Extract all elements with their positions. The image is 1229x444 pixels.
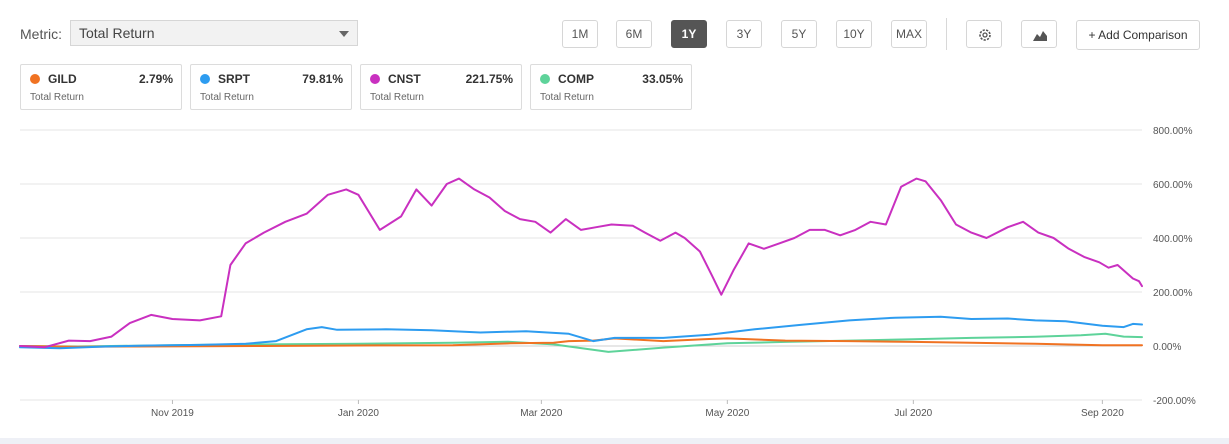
y-tick-label: -200.00% [1153,396,1196,407]
y-axis-ticks: 800.00% 600.00% 400.00% 200.00% 0.00% -200.00… [1153,126,1196,407]
card-value: 221.75% [465,72,513,86]
chart-type-button[interactable] [1021,20,1057,48]
metric-select[interactable]: Total Return [70,20,358,46]
add-comparison-button[interactable]: + Add Comparison [1076,20,1200,50]
series-color-dot [30,74,40,84]
card-metric: Total Return [540,92,594,103]
period-button-1m[interactable]: 1M [562,20,598,48]
x-tick-label: May 2020 [705,408,749,419]
card-ticker: GILD [48,72,77,86]
y-tick-label: 400.00% [1153,234,1193,245]
y-tick-label: 600.00% [1153,180,1193,191]
x-tick-label: Nov 2019 [151,408,194,419]
series-lines [19,177,1143,353]
x-tick-label: Jan 2020 [338,408,380,419]
x-tick-label: Jul 2020 [894,408,932,419]
x-tick-label: Mar 2020 [520,408,563,419]
card-value: 79.81% [302,72,343,86]
x-tick-label: Sep 2020 [1081,408,1124,419]
comparison-card-cnst[interactable]: CNST 221.75% Total Return [360,64,522,110]
settings-button[interactable] [966,20,1002,48]
y-tick-label: 0.00% [1153,342,1181,353]
y-tick-label: 200.00% [1153,288,1193,299]
series-line-cnst[interactable] [19,177,1143,349]
y-tick-label: 800.00% [1153,126,1193,137]
period-button-10y[interactable]: 10Y [836,20,872,48]
total-return-chart[interactable]: 800.00% 600.00% 400.00% 200.00% 0.00% -200.00… [0,118,1229,434]
toolbar-divider [946,18,947,50]
card-metric: Total Return [30,92,84,103]
period-button-1y[interactable]: 1Y [671,20,707,48]
gear-icon [979,29,991,41]
period-button-5y[interactable]: 5Y [781,20,817,48]
metric-selected-value: Total Return [79,25,155,41]
card-metric: Total Return [370,92,424,103]
x-axis-ticks: Nov 2019 Jan 2020 Mar 2020 May 2020 Jul 2020… [151,400,1124,419]
card-metric: Total Return [200,92,254,103]
card-ticker: SRPT [218,72,251,86]
card-ticker: CNST [388,72,421,86]
comparison-card-srpt[interactable]: SRPT 79.81% Total Return [190,64,352,110]
card-value: 2.79% [138,72,173,86]
period-button-3y[interactable]: 3Y [726,20,762,48]
series-color-dot [540,74,550,84]
chevron-down-icon [339,31,349,37]
series-line-srpt[interactable] [19,315,1143,350]
comparison-card-comp[interactable]: COMP 33.05% Total Return [530,64,692,110]
series-color-dot [200,74,210,84]
bottom-strip [0,438,1229,444]
card-ticker: COMP [558,72,594,86]
comparison-card-gild[interactable]: GILD 2.79% Total Return [20,64,182,110]
metric-label: Metric: [20,26,62,42]
series-color-dot [370,74,380,84]
card-value: 33.05% [642,72,683,86]
period-button-max[interactable]: MAX [891,20,927,48]
mountain-chart-icon [1033,31,1047,41]
gridlines [20,129,1142,401]
period-button-6m[interactable]: 6M [616,20,652,48]
